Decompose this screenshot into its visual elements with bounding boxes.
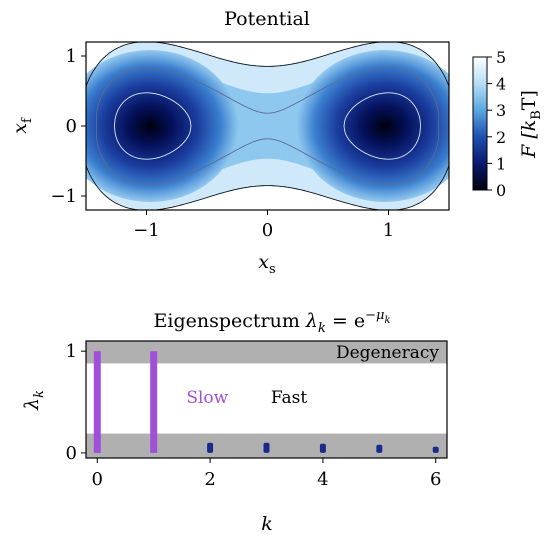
annotation-fast: Fast — [271, 388, 308, 408]
eigenspectrum-xtick-label: 6 — [430, 469, 441, 490]
colorbar-tick-label: 4 — [496, 75, 506, 94]
eigenvalue-bar-4 — [319, 443, 326, 453]
potential-ylabel: xf — [9, 117, 35, 134]
band-label: Degeneracy — [336, 343, 439, 363]
potential-xtick-label: 1 — [383, 220, 394, 241]
eigenvalue-bar-3 — [263, 442, 270, 453]
colorbar-tick-label: 2 — [496, 128, 506, 147]
eigenspectrum-ytick-label: 0 — [66, 443, 77, 464]
colorbar: 0 1 2 3 4 5 F [kBT] — [472, 48, 544, 200]
eigenspectrum-xlabel: k — [261, 513, 273, 535]
eigenspectrum-xtick-label: 0 — [92, 469, 103, 490]
potential-ytick-label: 1 — [66, 46, 77, 67]
eigenspectrum-ylabel: λk — [21, 390, 47, 411]
contour-outer — [86, 42, 449, 210]
potential-xtick-label: 0 — [262, 220, 273, 241]
colorbar-tick-label: 0 — [496, 181, 506, 200]
eigenvalue-bar-2 — [207, 442, 214, 453]
potential-panel: Potential −1 0 1 −1 0 1 xs xf 0 1 2 3 4 5 F [kBT] — [9, 8, 544, 277]
eigenvalue-bar-0 — [93, 351, 101, 453]
potential-heatmap — [86, 42, 449, 210]
potential-well-1 — [86, 50, 239, 202]
potential-title: Potential — [224, 8, 310, 30]
eigenvalue-bar-1 — [150, 351, 158, 453]
contour-middle — [96, 66, 439, 186]
annotation-slow: Slow — [186, 388, 228, 408]
colorbar-gradient — [472, 56, 488, 191]
colorbar-tick-label: 5 — [496, 48, 506, 67]
colorbar-tick-label: 3 — [496, 101, 506, 120]
eigenspectrum-panel: Eigenspectrum λk = e−μk Degeneracy Slow F… — [21, 308, 448, 535]
contour-inner — [113, 92, 422, 160]
eigenspectrum-ytick-label: 1 — [66, 341, 77, 362]
eigenspectrum-title: Eigenspectrum λk = e−μk — [154, 308, 391, 336]
eigenvalue-bar-5 — [376, 444, 383, 453]
potential-ytick-label: 0 — [66, 116, 77, 137]
potential-xlabel: xs — [258, 251, 275, 277]
eigenspectrum-axes-frame — [85, 340, 448, 459]
eigenspectrum-plot: Degeneracy Slow Fast — [86, 341, 447, 458]
eigenvalue-bar-6 — [432, 446, 439, 453]
colorbar-label: F [kBT] — [518, 90, 544, 159]
colorbar-tick-label: 1 — [496, 154, 506, 173]
eigenspectrum-xtick-label: 2 — [204, 469, 215, 490]
potential-xtick-label: −1 — [133, 220, 160, 241]
eigenspectrum-xtick-label: 4 — [317, 469, 328, 490]
potential-ytick-label: −1 — [50, 186, 77, 207]
potential-well-2 — [296, 50, 449, 202]
band-1 — [86, 341, 447, 364]
